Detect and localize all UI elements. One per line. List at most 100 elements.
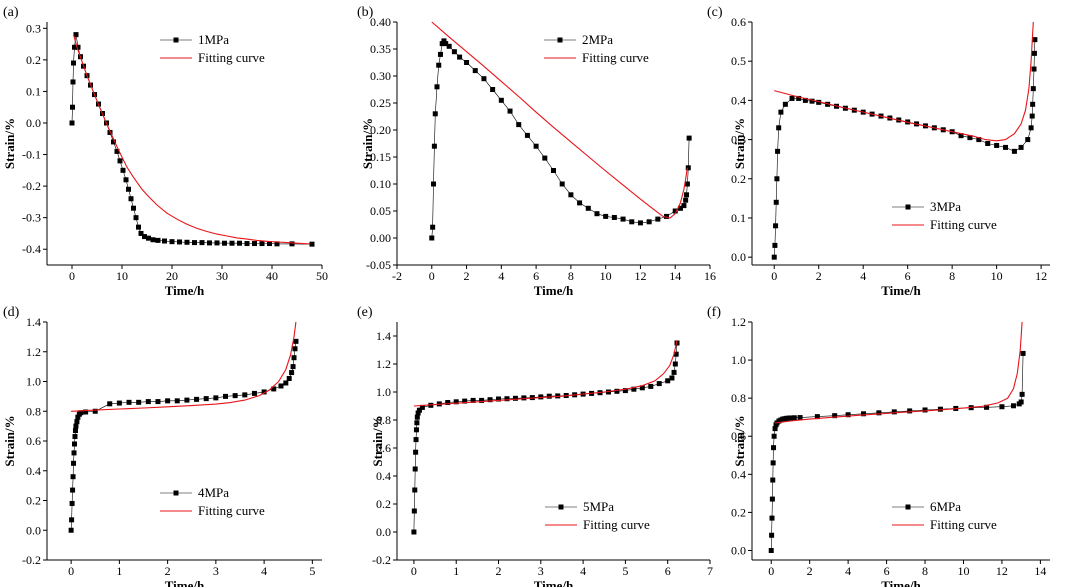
data-point-marker [772,426,778,432]
legend-label: Fitting curve [930,517,997,532]
legend-label: 2MPa [582,32,613,47]
y-tick-label: 0.15 [370,150,391,164]
x-tick-label: 10 [991,269,1003,283]
data-point-marker [538,394,544,400]
x-tick-label: 6 [533,269,539,283]
data-point-marker [546,393,552,399]
data-point-marker [289,241,295,247]
data-point-marker [413,437,419,443]
data-point-marker [290,364,296,370]
y-tick-label: 0.6 [731,429,746,443]
y-tick-label: 0.0 [731,250,746,264]
data-point-marker [559,181,565,187]
y-tick-label: 0.5 [731,54,746,68]
x-tick-label: 0 [69,269,75,283]
data-point-marker [69,517,75,523]
x-tick-label: 4 [845,564,851,578]
y-tick-label: 1.2 [731,315,746,329]
legend-label: Fitting curve [198,50,265,65]
x-tick-label: 16 [704,269,716,283]
data-point-marker [664,213,670,219]
x-tick-label: 0 [771,269,777,283]
data-point-marker [194,396,200,402]
data-point-marker [223,393,229,399]
y-tick-label: 0.8 [731,391,746,405]
data-point-marker [69,500,75,506]
data-point-marker [1019,391,1025,397]
data-point-marker [133,215,139,221]
data-point-marker [414,414,420,420]
data-point-marker [1032,37,1038,43]
data-point-marker [551,168,556,173]
x-tick-label: 3 [538,564,544,578]
data-point-marker [439,41,445,47]
data-point-marker [169,239,175,245]
data-point-marker [72,44,77,50]
data-point-marker [861,411,867,417]
data-point-marker [83,409,89,415]
data-point-marker [655,216,661,222]
data-point-marker [629,219,635,225]
x-tick-label: 40 [266,269,278,283]
data-point-marker [775,148,781,154]
y-tick-label: 0.4 [731,93,746,107]
data-point-marker [1031,50,1037,56]
data-point-marker [412,466,418,472]
data-point-marker [1025,137,1031,143]
measured-line [71,34,313,245]
y-axis-title: Strain/% [360,118,375,169]
data-point-marker [496,396,502,402]
fitting-curve-line [413,340,678,407]
data-point-marker [464,60,470,65]
data-point-marker [683,197,689,203]
legend-marker [173,490,179,496]
data-point-marker [441,38,447,44]
x-tick-label: 0 [68,564,74,578]
legend: 2MPa Fitting curve [544,32,649,65]
data-point-marker [791,415,797,421]
data-point-marker [412,487,418,493]
data-point-marker [286,376,292,382]
panel-label: (e) [357,305,373,320]
data-point-marker [252,241,257,247]
y-tick-label: 1.0 [731,353,746,367]
measured-series [771,37,1038,260]
data-point-marker [293,338,299,344]
data-point-marker [278,383,284,389]
y-tick-label: 0.8 [26,404,41,418]
data-point-marker [937,406,943,412]
legend-marker [905,504,911,510]
x-tick-label: 4 [498,269,504,283]
data-point-marker [126,399,132,405]
x-tick-label: 0 [768,564,774,578]
data-point-marker [75,414,81,420]
data-point-marker [816,99,822,105]
data-point-marker [72,434,78,440]
data-point-marker [771,433,777,439]
data-point-marker [776,125,782,131]
x-tick-label: 10 [600,269,612,283]
data-point-marker [907,408,913,414]
x-tick-label: 4 [261,564,267,578]
data-point-marker [126,186,131,192]
x-tick-label: 5 [622,564,628,578]
data-point-marker [976,137,982,143]
y-axis-title: Strain/% [2,118,17,169]
data-point-marker [646,219,652,225]
data-point-marker [832,413,838,419]
measured-series [68,338,299,533]
data-point-marker [671,369,677,375]
data-point-marker [259,241,265,247]
x-tick-label: 1 [453,564,459,578]
x-tick-label: 0 [411,564,417,578]
legend: 6MPa Fitting curve [892,499,997,532]
data-point-marker [984,404,990,410]
data-point-marker [437,51,443,57]
fitting-curve-line [774,21,1034,142]
x-tick-label: 8 [922,564,928,578]
x-tick-label: 2 [464,269,470,283]
data-point-marker [232,393,238,399]
data-point-marker [958,133,964,139]
y-tick-label: 1.0 [26,375,41,389]
data-point-marker [787,415,793,421]
